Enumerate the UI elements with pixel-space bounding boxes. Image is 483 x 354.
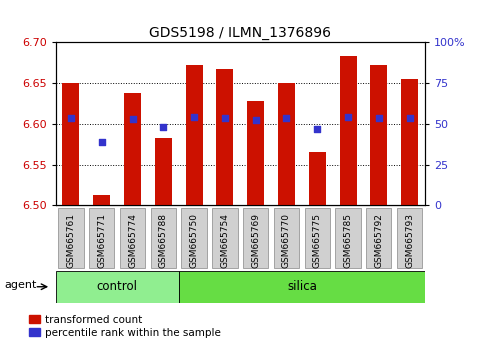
FancyBboxPatch shape <box>89 208 114 268</box>
FancyBboxPatch shape <box>120 208 145 268</box>
FancyBboxPatch shape <box>151 208 176 268</box>
Text: GSM665774: GSM665774 <box>128 213 137 268</box>
Text: GSM665761: GSM665761 <box>67 213 75 268</box>
FancyBboxPatch shape <box>212 208 238 268</box>
FancyBboxPatch shape <box>305 208 330 268</box>
Text: GSM665785: GSM665785 <box>343 213 353 268</box>
Bar <box>185 65 202 205</box>
FancyBboxPatch shape <box>179 271 425 303</box>
Text: silica: silica <box>287 280 317 293</box>
Title: GDS5198 / ILMN_1376896: GDS5198 / ILMN_1376896 <box>149 26 331 40</box>
FancyBboxPatch shape <box>56 271 179 303</box>
FancyBboxPatch shape <box>397 208 422 268</box>
Bar <box>340 56 356 205</box>
Text: GSM665770: GSM665770 <box>282 213 291 268</box>
Point <box>221 115 229 121</box>
Point <box>252 117 259 122</box>
Point <box>190 115 198 120</box>
FancyBboxPatch shape <box>366 208 392 268</box>
Bar <box>93 195 110 205</box>
Bar <box>309 152 326 205</box>
Bar <box>124 93 141 205</box>
Text: GSM665769: GSM665769 <box>251 213 260 268</box>
FancyBboxPatch shape <box>335 208 361 268</box>
Bar <box>62 83 79 205</box>
Bar <box>247 101 264 205</box>
Text: GSM665754: GSM665754 <box>220 213 229 268</box>
Bar <box>278 83 295 205</box>
Point <box>313 126 321 132</box>
Bar <box>216 69 233 205</box>
Text: GSM665793: GSM665793 <box>405 213 414 268</box>
Bar <box>370 65 387 205</box>
Text: agent: agent <box>4 280 37 290</box>
FancyBboxPatch shape <box>243 208 269 268</box>
Point <box>67 115 75 121</box>
FancyBboxPatch shape <box>274 208 299 268</box>
Point <box>375 115 383 121</box>
Point <box>283 115 290 121</box>
Point <box>159 124 167 130</box>
Point <box>406 115 413 121</box>
Text: control: control <box>97 280 138 293</box>
Point <box>98 139 106 145</box>
Text: GSM665775: GSM665775 <box>313 213 322 268</box>
Point <box>344 115 352 120</box>
Bar <box>155 138 172 205</box>
Text: GSM665750: GSM665750 <box>190 213 199 268</box>
Point <box>128 116 136 122</box>
Legend: transformed count, percentile rank within the sample: transformed count, percentile rank withi… <box>29 315 221 338</box>
Bar <box>401 79 418 205</box>
FancyBboxPatch shape <box>58 208 84 268</box>
Text: GSM665788: GSM665788 <box>159 213 168 268</box>
Text: GSM665771: GSM665771 <box>97 213 106 268</box>
Text: GSM665792: GSM665792 <box>374 213 384 268</box>
FancyBboxPatch shape <box>182 208 207 268</box>
